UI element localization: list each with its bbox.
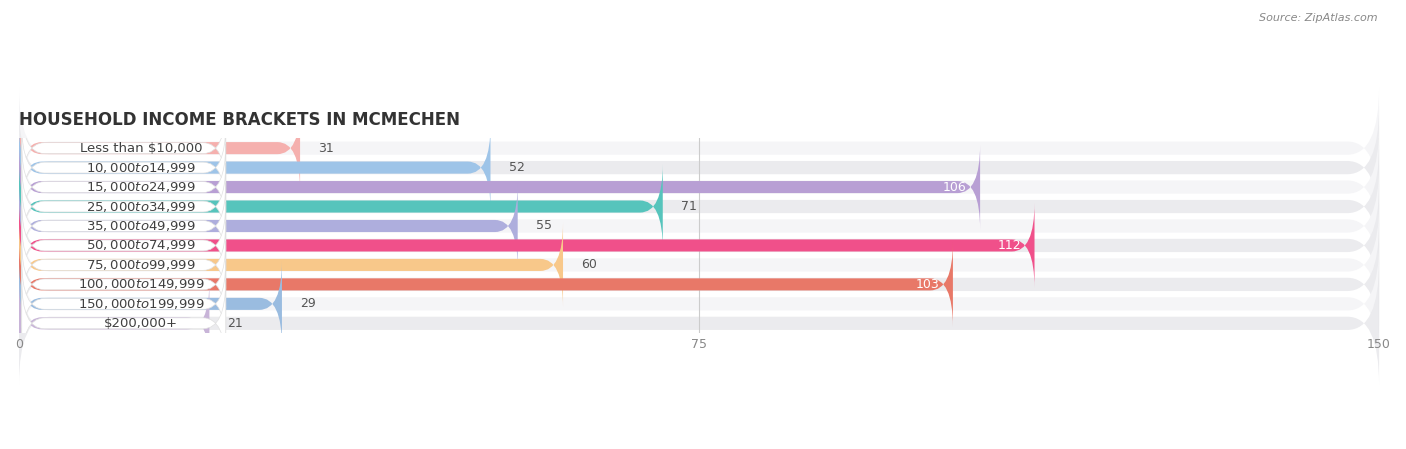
FancyBboxPatch shape (20, 222, 562, 308)
Text: Less than $10,000: Less than $10,000 (80, 141, 202, 154)
Text: 55: 55 (536, 220, 551, 233)
Text: 112: 112 (997, 239, 1021, 252)
Text: 52: 52 (509, 161, 524, 174)
FancyBboxPatch shape (20, 203, 1379, 326)
Text: $15,000 to $24,999: $15,000 to $24,999 (86, 180, 195, 194)
Text: $75,000 to $99,999: $75,000 to $99,999 (86, 258, 195, 272)
Text: $150,000 to $199,999: $150,000 to $199,999 (77, 297, 204, 311)
FancyBboxPatch shape (21, 163, 226, 250)
FancyBboxPatch shape (20, 281, 209, 366)
FancyBboxPatch shape (21, 105, 226, 191)
FancyBboxPatch shape (20, 242, 953, 327)
FancyBboxPatch shape (20, 164, 1379, 287)
FancyBboxPatch shape (20, 126, 1379, 249)
Text: HOUSEHOLD INCOME BRACKETS IN MCMECHEN: HOUSEHOLD INCOME BRACKETS IN MCMECHEN (20, 110, 460, 128)
FancyBboxPatch shape (20, 145, 980, 230)
FancyBboxPatch shape (20, 145, 1379, 268)
Text: $10,000 to $14,999: $10,000 to $14,999 (86, 161, 195, 175)
FancyBboxPatch shape (20, 184, 1379, 307)
FancyBboxPatch shape (21, 202, 226, 289)
Text: $50,000 to $74,999: $50,000 to $74,999 (86, 238, 195, 252)
Text: 60: 60 (581, 259, 598, 272)
Text: $100,000 to $149,999: $100,000 to $149,999 (77, 277, 204, 291)
Text: 29: 29 (299, 297, 316, 310)
FancyBboxPatch shape (21, 124, 226, 211)
Text: 21: 21 (228, 317, 243, 330)
FancyBboxPatch shape (20, 183, 517, 269)
FancyBboxPatch shape (20, 262, 1379, 385)
FancyBboxPatch shape (21, 260, 226, 347)
Text: $200,000+: $200,000+ (104, 317, 179, 330)
FancyBboxPatch shape (20, 164, 662, 249)
Text: 31: 31 (318, 141, 335, 154)
FancyBboxPatch shape (20, 242, 1379, 365)
FancyBboxPatch shape (21, 241, 226, 328)
Text: 103: 103 (915, 278, 939, 291)
Text: 106: 106 (943, 180, 966, 194)
Text: 71: 71 (681, 200, 697, 213)
Text: $25,000 to $34,999: $25,000 to $34,999 (86, 199, 195, 214)
FancyBboxPatch shape (20, 125, 491, 210)
FancyBboxPatch shape (20, 203, 1035, 288)
FancyBboxPatch shape (20, 223, 1379, 346)
FancyBboxPatch shape (21, 280, 226, 366)
Text: $35,000 to $49,999: $35,000 to $49,999 (86, 219, 195, 233)
FancyBboxPatch shape (20, 106, 299, 191)
FancyBboxPatch shape (21, 144, 226, 230)
FancyBboxPatch shape (21, 222, 226, 308)
FancyBboxPatch shape (20, 106, 1379, 229)
FancyBboxPatch shape (20, 261, 283, 347)
Text: Source: ZipAtlas.com: Source: ZipAtlas.com (1260, 13, 1378, 23)
FancyBboxPatch shape (20, 87, 1379, 210)
FancyBboxPatch shape (21, 183, 226, 269)
